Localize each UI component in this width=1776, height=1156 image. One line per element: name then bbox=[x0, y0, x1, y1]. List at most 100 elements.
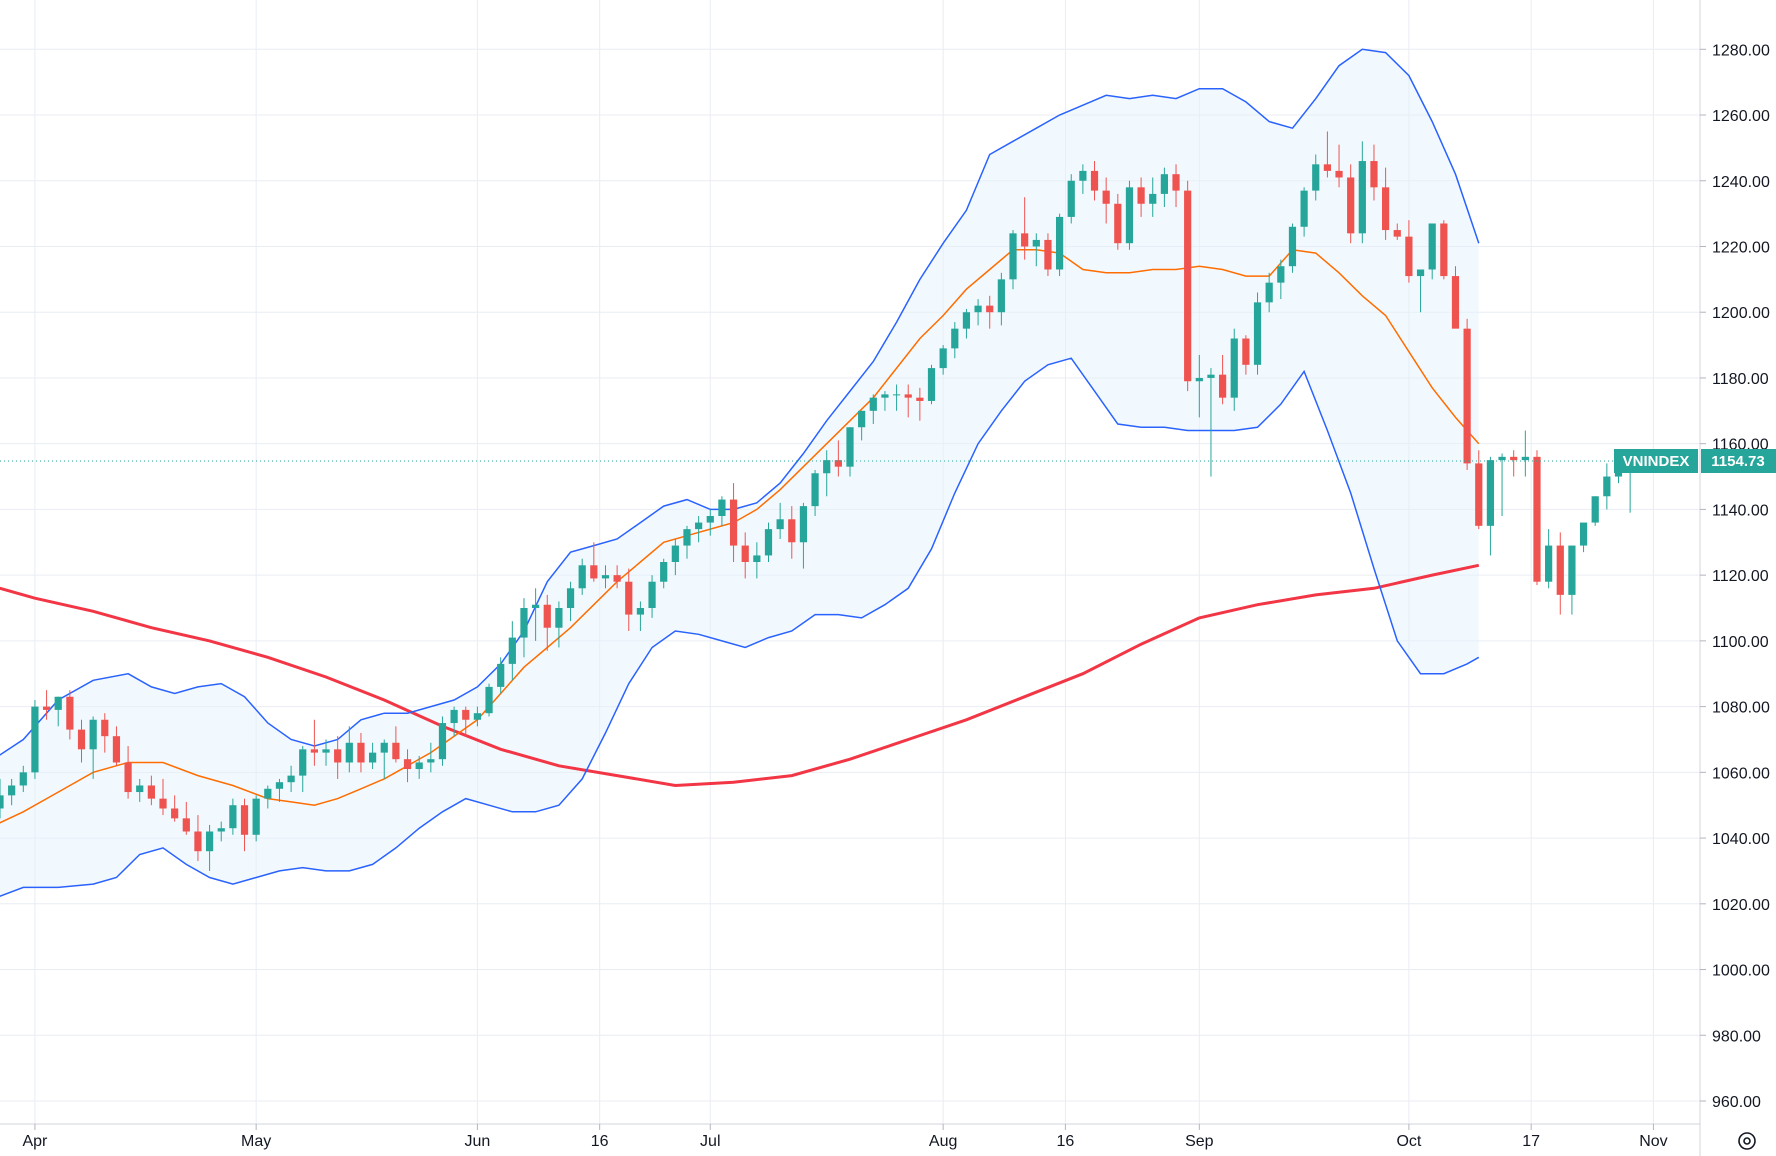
candle[interactable] bbox=[229, 798, 237, 835]
candle[interactable] bbox=[729, 483, 738, 562]
candle[interactable] bbox=[1393, 223, 1401, 240]
candle[interactable] bbox=[1603, 463, 1611, 510]
candle[interactable] bbox=[357, 732, 365, 773]
candle[interactable] bbox=[438, 716, 447, 766]
candle[interactable] bbox=[695, 515, 703, 543]
candle[interactable] bbox=[264, 785, 272, 809]
candle[interactable] bbox=[275, 778, 284, 802]
candle[interactable] bbox=[322, 739, 330, 766]
candle[interactable] bbox=[1545, 529, 1553, 589]
candle[interactable] bbox=[706, 509, 714, 536]
candle[interactable] bbox=[858, 410, 866, 441]
candle[interactable] bbox=[660, 558, 668, 589]
candle[interactable] bbox=[1067, 174, 1075, 224]
candle[interactable] bbox=[89, 716, 97, 779]
candle[interactable] bbox=[1382, 167, 1390, 240]
candle[interactable] bbox=[543, 594, 551, 651]
candle[interactable] bbox=[1416, 269, 1425, 313]
candle[interactable] bbox=[380, 739, 388, 779]
candle[interactable] bbox=[1556, 532, 1564, 615]
candle[interactable] bbox=[1032, 233, 1040, 267]
candle[interactable] bbox=[1405, 220, 1413, 283]
candle[interactable] bbox=[1300, 187, 1308, 237]
candle[interactable] bbox=[508, 621, 516, 681]
candle[interactable] bbox=[1370, 144, 1378, 201]
candle[interactable] bbox=[881, 391, 889, 411]
candle[interactable] bbox=[741, 532, 749, 579]
candle[interactable] bbox=[0, 778, 4, 819]
candle[interactable] bbox=[520, 598, 528, 658]
candle[interactable] bbox=[916, 387, 924, 421]
candle[interactable] bbox=[1463, 318, 1471, 470]
candle[interactable] bbox=[194, 815, 202, 862]
candle[interactable] bbox=[1347, 164, 1355, 244]
candle[interactable] bbox=[485, 683, 493, 717]
candle[interactable] bbox=[1149, 177, 1157, 217]
candle[interactable] bbox=[462, 706, 470, 737]
candle[interactable] bbox=[799, 502, 808, 569]
candle[interactable] bbox=[1195, 354, 1203, 418]
candle[interactable] bbox=[368, 742, 377, 770]
candle[interactable] bbox=[1044, 233, 1052, 277]
candle[interactable] bbox=[473, 706, 482, 727]
candle[interactable] bbox=[927, 364, 936, 405]
candle[interactable] bbox=[345, 726, 353, 773]
candle[interactable] bbox=[497, 657, 505, 694]
candle[interactable] bbox=[904, 384, 912, 418]
candle[interactable] bbox=[1114, 193, 1122, 250]
candle[interactable] bbox=[811, 469, 819, 516]
candle[interactable] bbox=[613, 565, 621, 589]
candle[interactable] bbox=[1428, 223, 1436, 280]
candle[interactable] bbox=[1312, 154, 1320, 201]
candle[interactable] bbox=[1055, 213, 1064, 277]
candle[interactable] bbox=[450, 706, 458, 737]
candle[interactable] bbox=[392, 726, 400, 763]
candle[interactable] bbox=[1510, 450, 1518, 477]
candle[interactable] bbox=[1335, 144, 1343, 188]
candle[interactable] bbox=[683, 525, 691, 559]
candle[interactable] bbox=[147, 775, 155, 806]
candle[interactable] bbox=[403, 749, 412, 783]
candle[interactable] bbox=[648, 575, 656, 618]
candle[interactable] bbox=[1486, 456, 1495, 556]
candle[interactable] bbox=[1451, 266, 1460, 329]
candle[interactable] bbox=[823, 450, 831, 497]
candles[interactable] bbox=[0, 131, 1634, 871]
time-axis[interactable]: Apr May Jun 16 Jul Aug 16 Sep Oct 17 Nov bbox=[22, 1124, 1668, 1150]
candle[interactable] bbox=[8, 778, 16, 806]
candle[interactable] bbox=[764, 522, 773, 562]
candle[interactable] bbox=[869, 394, 877, 424]
candle[interactable] bbox=[834, 440, 842, 477]
candle[interactable] bbox=[1498, 453, 1506, 516]
candle[interactable] bbox=[951, 322, 959, 359]
candle[interactable] bbox=[299, 746, 307, 793]
candle[interactable] bbox=[1102, 177, 1110, 224]
candle[interactable] bbox=[415, 755, 423, 779]
candle[interactable] bbox=[788, 506, 796, 559]
candle[interactable] bbox=[77, 719, 86, 763]
candle[interactable] bbox=[1184, 180, 1192, 392]
candle[interactable] bbox=[217, 821, 225, 842]
candle[interactable] bbox=[1288, 223, 1297, 273]
candle[interactable] bbox=[671, 538, 679, 576]
candle[interactable] bbox=[252, 795, 260, 842]
candle[interactable] bbox=[590, 542, 598, 582]
candle[interactable] bbox=[532, 588, 540, 641]
candle[interactable] bbox=[287, 765, 295, 793]
candle[interactable] bbox=[974, 299, 982, 326]
candle[interactable] bbox=[1358, 141, 1366, 244]
candle[interactable] bbox=[1137, 177, 1145, 217]
candle[interactable] bbox=[1253, 292, 1262, 375]
candle[interactable] bbox=[1021, 197, 1029, 260]
candle[interactable] bbox=[846, 427, 854, 477]
candle[interactable] bbox=[31, 700, 39, 779]
candle[interactable] bbox=[66, 690, 74, 740]
candle[interactable] bbox=[892, 384, 901, 411]
candle[interactable] bbox=[939, 345, 947, 375]
candle[interactable] bbox=[334, 736, 342, 779]
candle[interactable] bbox=[636, 601, 645, 632]
candle[interactable] bbox=[1568, 545, 1576, 615]
candle[interactable] bbox=[1172, 164, 1180, 208]
candle[interactable] bbox=[240, 798, 249, 852]
candle[interactable] bbox=[1079, 164, 1087, 194]
